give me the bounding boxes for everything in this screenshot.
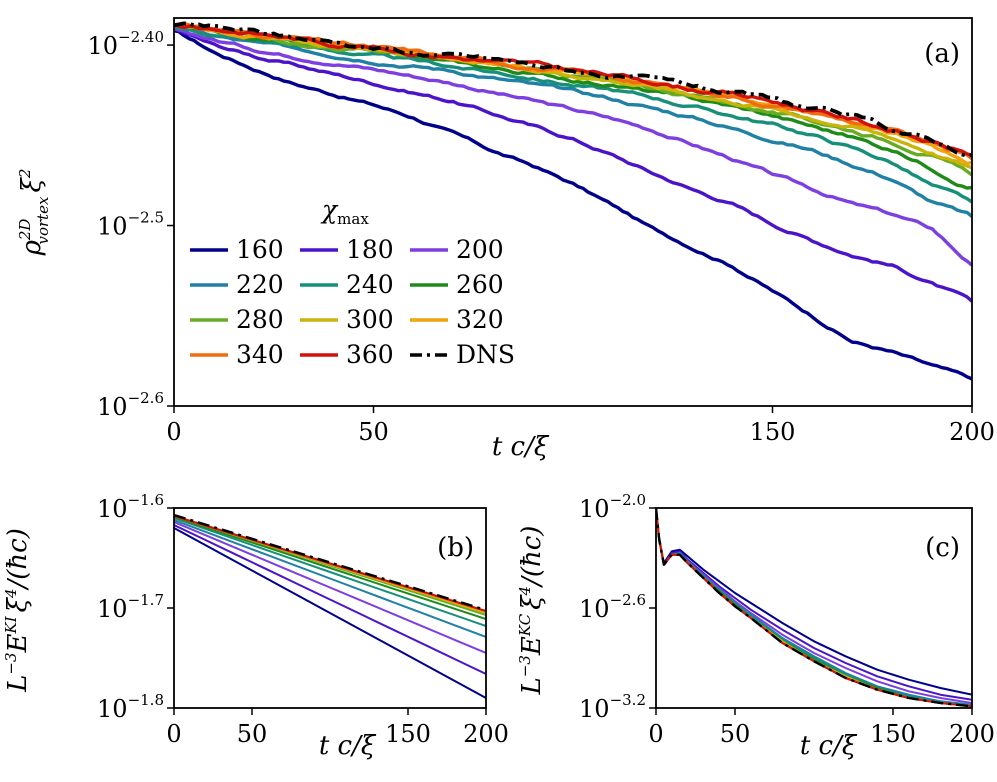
panel-label: (b) [437,533,474,563]
legend-label-200: 200 [456,235,504,264]
series-line-220 [174,25,972,218]
series-line-240 [174,517,486,627]
plot-area [174,513,486,699]
y-tick-exponent: −1.6 [128,491,164,509]
series-line-dns [656,508,972,708]
y-tick-base: 10 [579,695,610,723]
series-line-180 [174,27,972,303]
legend-label-dns: DNS [456,340,515,369]
x-tick-label: 200 [949,720,995,748]
y-tick-base: 10 [97,393,128,421]
x-tick-label: 200 [949,418,995,446]
y-tick-label: 10−2.40 [87,28,164,60]
legend-label-340: 340 [236,340,284,369]
x-tick-label: 150 [870,720,916,748]
y-tick-base: 10 [97,695,128,723]
x-axis-label: t c/ξ [800,731,858,761]
legend-label-240: 240 [346,270,394,299]
legend-label-260: 260 [456,270,504,299]
x-axis-label: t c/ξ [492,432,550,462]
series-line-160 [174,28,972,381]
y-tick-base: 10 [97,213,128,241]
x-tick-label: 200 [463,720,509,748]
series-line-260 [174,516,486,620]
y-tick-label: 10−2.5 [97,209,164,241]
y-tick-base: 10 [579,595,610,623]
plot-area [174,21,972,381]
y-axis-label: ρ2Dvortexξ2 [16,169,52,257]
y-tick-exponent: −2.6 [128,389,164,407]
y-axis-label: L−3EKIξ4/(ħc) [2,528,33,693]
legend-title: χmax [320,195,369,228]
series-line-200 [174,27,972,267]
series-line-200 [174,521,486,654]
y-tick-exponent: −1.8 [128,691,164,709]
series-line-160 [174,527,486,699]
legend-label-280: 280 [236,305,284,334]
x-tick-label: 50 [720,720,751,748]
y-tick-label: 10−1.6 [97,491,164,523]
legend: χmax 160 180 200 220 240 260 280 300 320 340 360 DNS [190,195,515,369]
axes-frame [173,17,973,407]
series-line-220 [174,519,486,638]
series-line-240 [174,25,972,204]
x-axis-label: t c/ξ [319,731,377,761]
y-tick-exponent: −2.40 [118,28,164,46]
x-tick-label: 0 [648,720,663,748]
x-tick-label: 150 [385,720,431,748]
y-tick-label: 10−2.6 [579,591,646,623]
x-tick-label: 50 [237,720,268,748]
legend-label-160: 160 [236,235,284,264]
y-tick-label: 10−3.2 [579,691,646,723]
y-tick-base: 10 [97,595,128,623]
y-tick-base: 10 [87,32,118,60]
y-tick-base: 10 [97,495,128,523]
legend-label-180: 180 [346,235,394,264]
x-tick-label: 50 [358,418,389,446]
series-line-180 [174,524,486,675]
panel-label: (c) [925,533,960,563]
legend-label-320: 320 [456,305,504,334]
x-tick-label: 0 [166,720,181,748]
plot-area [656,508,972,708]
series-line-300 [174,23,972,170]
y-tick-base: 10 [579,495,610,523]
y-tick-exponent: −3.2 [610,691,646,709]
legend-label-220: 220 [236,270,284,299]
legend-label-360: 360 [346,340,394,369]
y-tick-exponent: −2.6 [610,591,646,609]
x-tick-label: 150 [750,418,796,446]
y-tick-exponent: −2.5 [128,209,164,227]
series-line-dns [174,21,972,158]
y-tick-label: 10−1.7 [97,591,164,623]
legend-label-300: 300 [346,305,394,334]
series-line-dns [174,513,486,612]
y-tick-label: 10−2.6 [97,389,164,421]
x-tick-label: 0 [166,418,181,446]
y-tick-exponent: −2.0 [610,491,646,509]
series-line-260 [174,23,972,190]
y-tick-label: 10−2.0 [579,491,646,523]
panel-label: (a) [924,39,960,69]
y-axis-label: L−3EKCξ4/(ħc) [516,526,547,696]
y-tick-exponent: −1.7 [128,591,164,609]
y-tick-label: 10−1.8 [97,691,164,723]
